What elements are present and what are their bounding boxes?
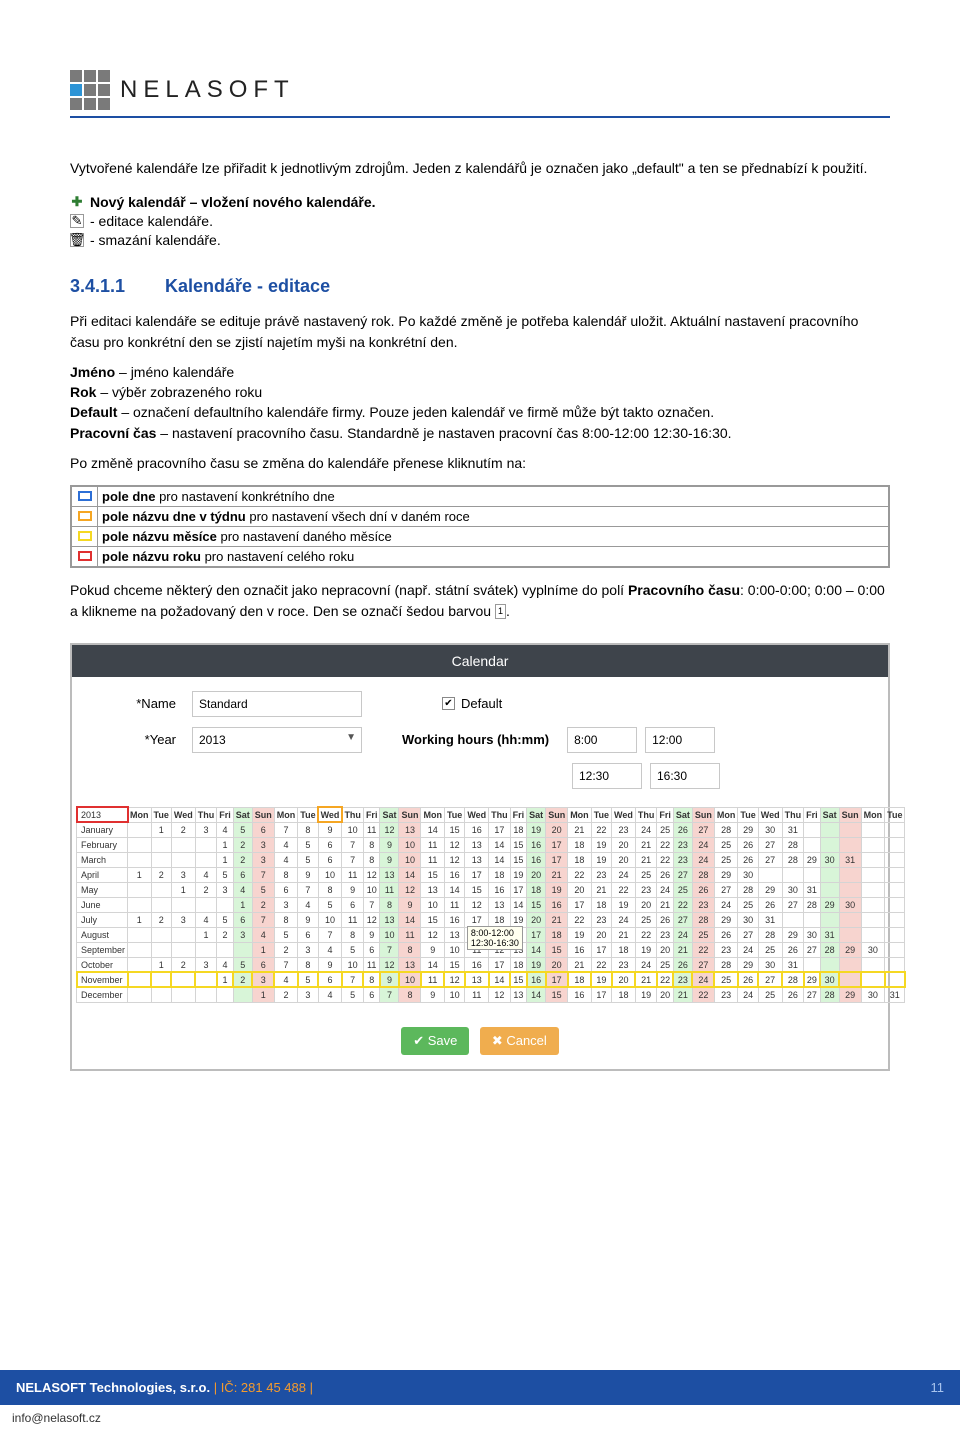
section-number: 3.4.1.1 xyxy=(70,276,160,297)
para-editace: Při editaci kalendáře se edituje právě n… xyxy=(70,311,890,352)
logo: NELASOFT xyxy=(70,70,890,110)
name-input[interactable] xyxy=(192,691,362,717)
section-heading: 3.4.1.1 Kalendáře - editace xyxy=(70,276,890,297)
default-checkbox[interactable]: ✔ xyxy=(442,697,455,710)
top-rule xyxy=(70,116,890,118)
page-footer: NELASOFT Technologies, s.r.o. | IČ: 281 … xyxy=(0,1370,960,1405)
footer-email: info@nelasoft.cz xyxy=(0,1405,960,1431)
chevron-down-icon[interactable]: ▼ xyxy=(346,732,356,743)
day-badge: 1 xyxy=(495,604,506,619)
footer-sep1: | xyxy=(214,1380,221,1395)
plus-icon: ✚ xyxy=(70,195,84,209)
wh-input-4[interactable] xyxy=(650,763,720,789)
para-holiday: Pokud chceme některý den označit jako ne… xyxy=(70,580,890,621)
page-number: 11 xyxy=(931,1380,945,1395)
pencil-icon: ✎ xyxy=(70,214,84,228)
trash-icon: 🗑 xyxy=(70,233,84,247)
para-change: Po změně pracovního času se změna do kal… xyxy=(70,453,890,473)
del-cal-label: - smazání kalendáře. xyxy=(90,232,221,248)
intro-paragraph: Vytvořené kalendáře lze přiřadit k jedno… xyxy=(70,158,890,178)
label-year: *Year xyxy=(92,732,192,747)
edit-cal-label: - editace kalendáře. xyxy=(90,213,213,229)
footer-sep2: | xyxy=(310,1380,313,1395)
logo-icon xyxy=(70,70,110,110)
label-default: Default xyxy=(461,696,502,711)
hours-tooltip: 8:00-12:0012:30-16:30 xyxy=(467,926,523,950)
calendar-screenshot: Calendar *Name ✔ Default *Year ▼ Working… xyxy=(70,643,890,1071)
wh-input-3[interactable] xyxy=(572,763,642,789)
footer-company: NELASOFT Technologies, s.r.o. xyxy=(16,1380,214,1395)
wh-input-2[interactable] xyxy=(645,727,715,753)
label-working: Working hours (hh:mm) xyxy=(402,732,549,747)
label-name: *Name xyxy=(92,696,192,711)
ss-title: Calendar xyxy=(72,645,888,677)
new-cal-label: Nový kalendář – vložení nového kalendáře… xyxy=(90,194,376,210)
color-box-table: pole dne pro nastavení konkrétního dnepo… xyxy=(70,485,890,568)
cancel-button[interactable]: ✖ Cancel xyxy=(480,1027,559,1055)
save-button[interactable]: ✔ Save xyxy=(401,1027,469,1055)
section-title: Kalendáře - editace xyxy=(165,276,330,296)
footer-ic: IČ: 281 45 488 xyxy=(221,1380,310,1395)
year-input[interactable] xyxy=(192,727,362,753)
wh-input-1[interactable] xyxy=(567,727,637,753)
brand-text: NELASOFT xyxy=(120,76,295,104)
definitions: Jméno – jméno kalendářeRok – výběr zobra… xyxy=(70,362,890,443)
calendar-grid[interactable]: 2013MonTueWedThuFriSatSunMonTueWedThuFri… xyxy=(76,807,905,1003)
